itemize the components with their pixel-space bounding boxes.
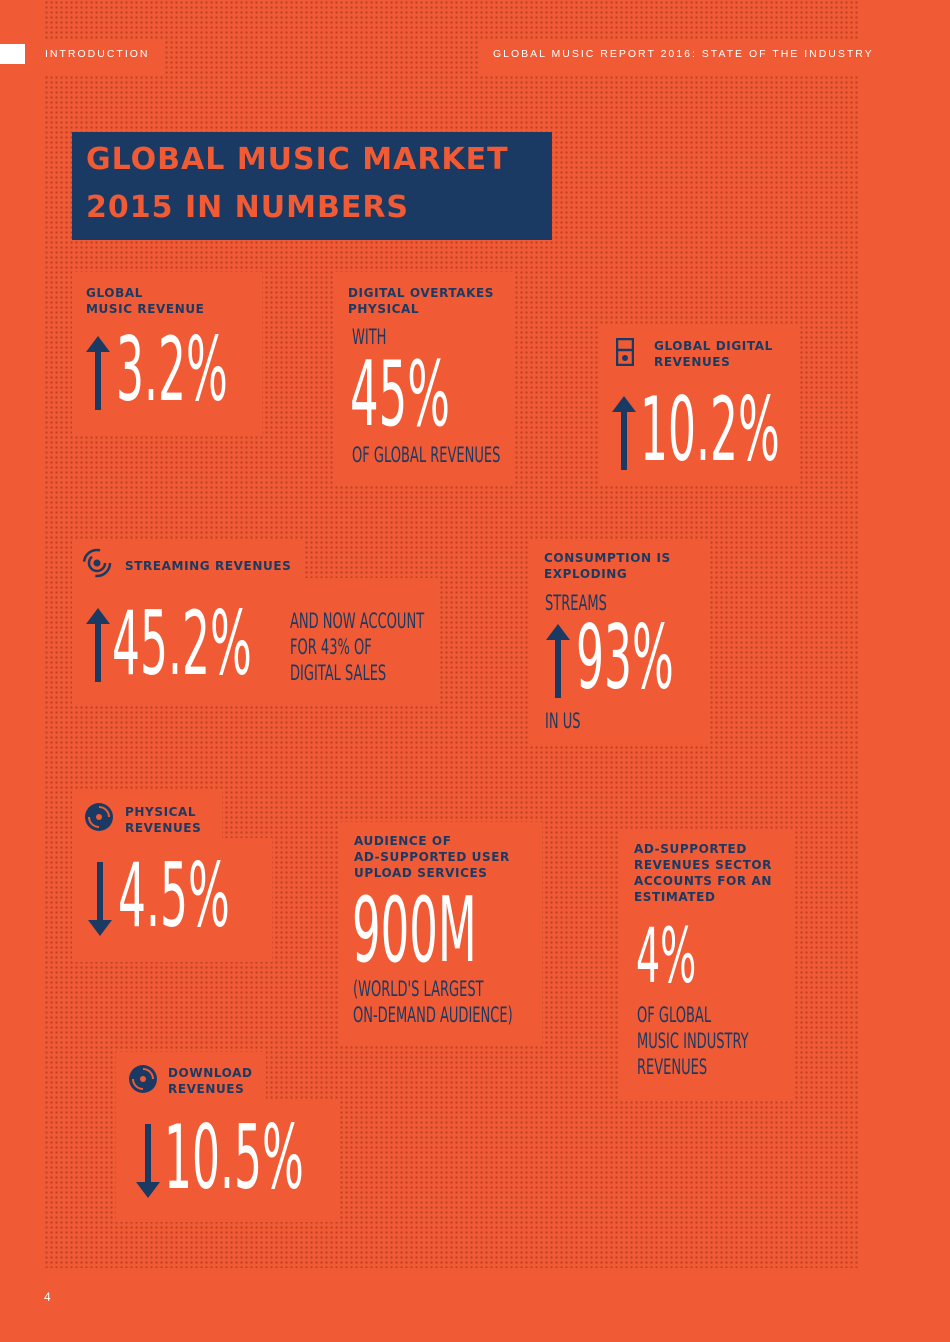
digital-overtakes-pre: WITH — [352, 325, 387, 349]
digital-overtakes-value: 45% — [350, 342, 451, 447]
audience-label-2: AD-SUPPORTED USER — [354, 850, 510, 864]
digital-overtakes-label-2: PHYSICAL — [348, 302, 420, 316]
digital-revenues-value: 10.2% — [640, 378, 780, 481]
audience-label-1: AUDIENCE OF — [354, 834, 452, 848]
streaming-label: STREAMING REVENUES — [125, 559, 292, 573]
up-arrow-icon — [612, 396, 636, 470]
digital-overtakes-label-1: DIGITAL OVERTAKES — [348, 286, 495, 300]
title-box — [72, 132, 552, 240]
panel-global-revenue — [72, 272, 262, 434]
global-revenue-value: 3.2% — [116, 318, 228, 421]
page-number: 4 — [44, 1290, 51, 1304]
report-title: GLOBAL MUSIC REPORT 2016: STATE OF THE I… — [493, 48, 874, 60]
consumption-label-1: CONSUMPTION IS — [544, 551, 671, 565]
music-player-icon — [616, 338, 634, 366]
down-arrow-icon — [136, 1124, 160, 1198]
ad-supported-label-2: REVENUES SECTOR — [634, 858, 772, 872]
section-tab-marker — [0, 44, 25, 64]
header-right-block — [480, 40, 875, 76]
audience-post-2: ON-DEMAND AUDIENCE) — [353, 1003, 513, 1027]
ad-supported-post-1: OF GLOBAL — [637, 1003, 712, 1027]
left-margin-block — [0, 64, 44, 1342]
right-margin-block — [860, 0, 950, 1342]
consumption-pre: STREAMS — [545, 591, 607, 615]
physical-label-2: REVENUES — [125, 821, 202, 835]
streaming-value: 45.2% — [112, 592, 252, 695]
ad-supported-label-4: ESTIMATED — [634, 890, 716, 904]
physical-value: 4.5% — [118, 844, 230, 947]
consumption-value: 93% — [576, 606, 674, 709]
ad-supported-post-3: REVENUES — [637, 1055, 708, 1079]
audience-post-1: (WORLD'S LARGEST — [353, 977, 484, 1001]
global-revenue-label-2: MUSIC REVENUE — [86, 302, 205, 316]
panel-streaming-label — [72, 540, 304, 580]
streaming-note-2: FOR 43% OF — [290, 635, 372, 659]
download-value: 10.5% — [164, 1106, 304, 1209]
consumption-post: IN US — [545, 709, 581, 733]
consumption-label-2: EXPLODING — [544, 567, 628, 581]
digital-overtakes-post: OF GLOBAL REVENUES — [352, 443, 501, 467]
panel-streaming — [72, 578, 440, 704]
panel-audience — [340, 822, 542, 1046]
ad-supported-label-1: AD-SUPPORTED — [634, 842, 747, 856]
panel-ad-supported — [620, 830, 794, 1100]
streaming-note-1: AND NOW ACCOUNT — [290, 609, 425, 633]
global-revenue-label-1: GLOBAL — [86, 286, 143, 300]
panel-digital-overtakes — [334, 272, 514, 486]
download-label-1: DOWNLOAD — [168, 1066, 253, 1080]
disc-icon — [129, 1065, 157, 1093]
digital-revenues-label-2: REVENUES — [654, 355, 731, 369]
section-name: INTRODUCTION — [45, 48, 150, 60]
page-title-line1: GLOBAL MUSIC MARKET — [86, 142, 509, 177]
physical-label-1: PHYSICAL — [125, 805, 197, 819]
download-label-2: REVENUES — [168, 1082, 245, 1096]
streaming-note-3: DIGITAL SALES — [290, 661, 387, 685]
disc-icon — [85, 803, 113, 831]
down-arrow-icon — [88, 862, 112, 936]
streaming-icon — [82, 548, 112, 578]
audience-value: 900M — [352, 878, 477, 983]
up-arrow-icon — [86, 336, 110, 410]
panel-download — [116, 1100, 338, 1222]
up-arrow-icon — [86, 608, 110, 682]
ad-supported-value: 4% — [636, 911, 697, 1000]
digital-revenues-label-1: GLOBAL DIGITAL — [654, 339, 773, 353]
header-left-block — [25, 40, 165, 76]
footer-block — [0, 1270, 950, 1342]
ad-supported-post-2: MUSIC INDUSTRY — [637, 1029, 749, 1053]
panel-physical — [72, 838, 272, 962]
page-title-line2: 2015 IN NUMBERS — [86, 190, 410, 225]
ad-supported-label-3: ACCOUNTS FOR AN — [634, 874, 773, 888]
up-arrow-icon — [546, 624, 570, 698]
audience-label-3: UPLOAD SERVICES — [354, 866, 488, 880]
